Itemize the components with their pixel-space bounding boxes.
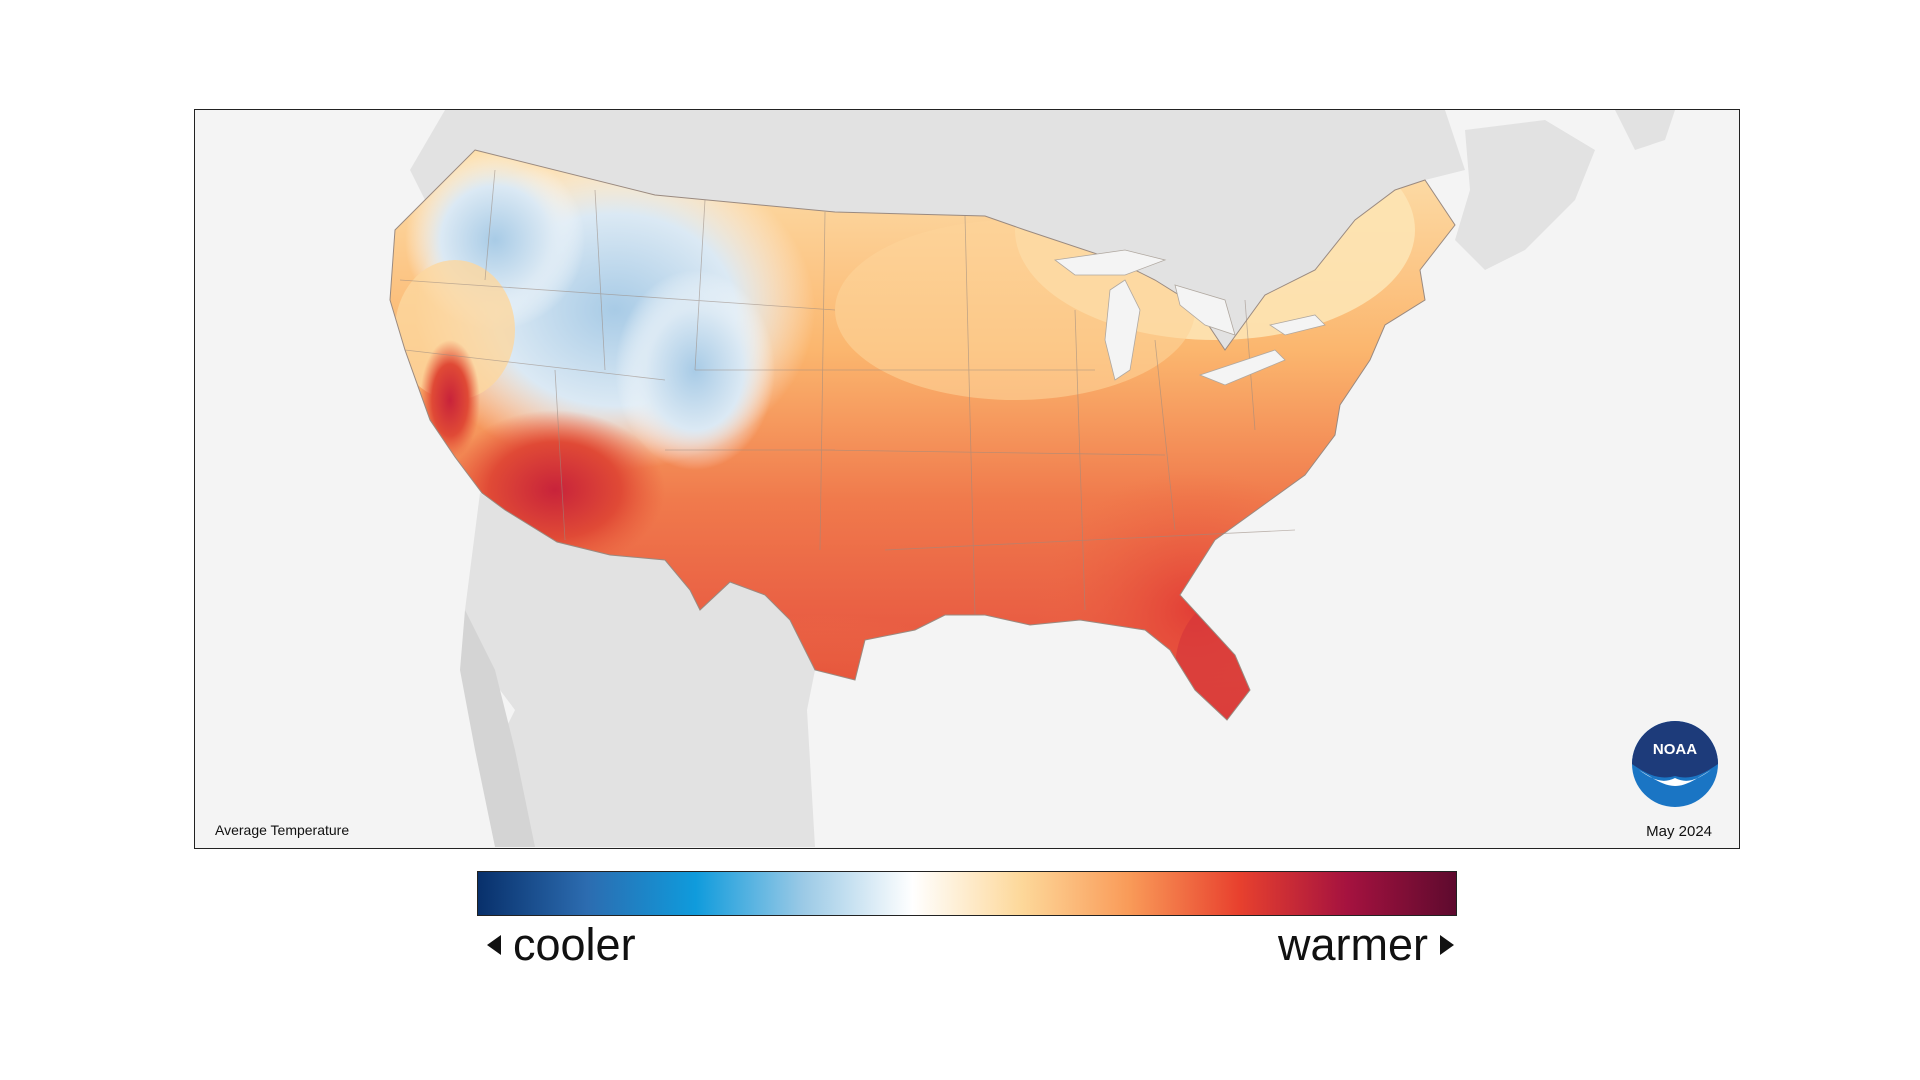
temperature-map bbox=[389, 110, 1675, 847]
legend-warmer-label: warmer bbox=[1277, 919, 1428, 970]
legend-cooler: cooler bbox=[487, 918, 636, 972]
great-lakes bbox=[1053, 249, 1326, 386]
left-triangle-icon bbox=[487, 935, 501, 955]
color-scale-legend bbox=[477, 871, 1457, 916]
map-caption: Average Temperature bbox=[215, 822, 350, 838]
conus-outline bbox=[389, 149, 1456, 721]
color-scale-bar bbox=[478, 872, 1456, 915]
noaa-logo: NOAA bbox=[1631, 720, 1719, 808]
map-date: May 2024 bbox=[1646, 823, 1712, 840]
right-triangle-icon bbox=[1440, 935, 1454, 955]
background-land bbox=[410, 110, 1675, 847]
legend-cooler-label: cooler bbox=[513, 919, 636, 970]
noaa-logo-text: NOAA bbox=[1653, 741, 1697, 758]
state-boundaries bbox=[399, 169, 1296, 616]
legend-warmer: warmer bbox=[1278, 918, 1454, 972]
map-panel: NOAA Average Temperature May 2024 bbox=[194, 109, 1740, 849]
